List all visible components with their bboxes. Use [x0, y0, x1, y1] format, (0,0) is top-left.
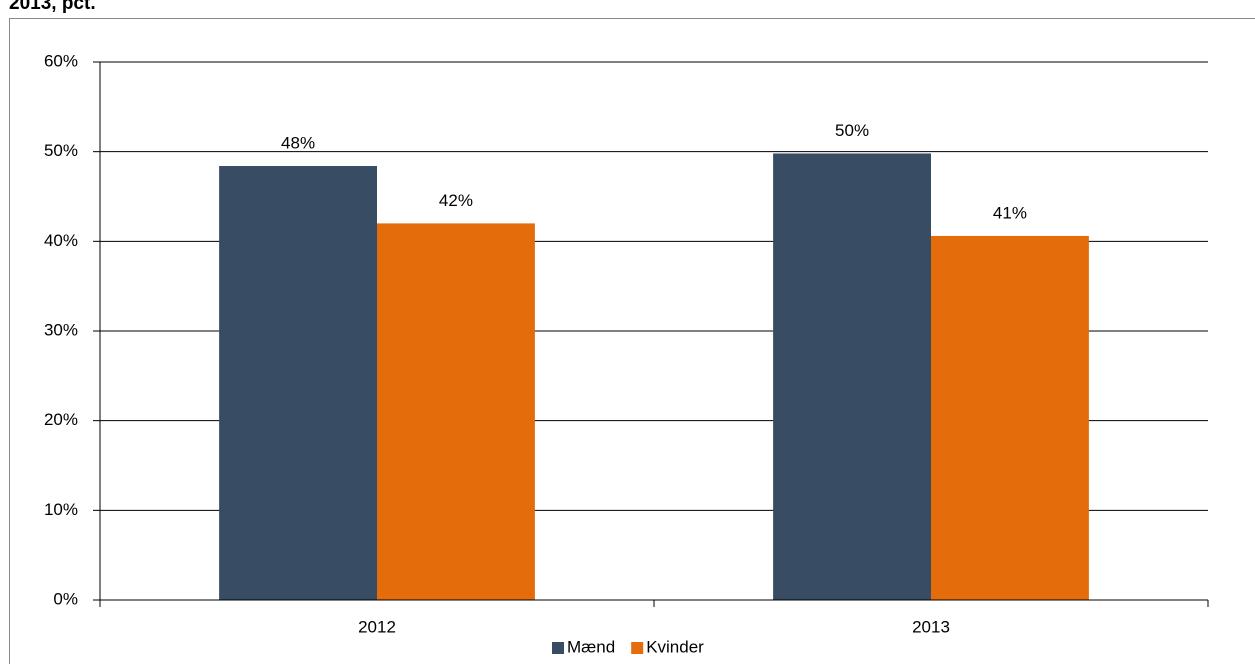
y-tick-label: 30% — [44, 320, 78, 339]
chart-frame — [9, 18, 1255, 664]
legend-label: Mænd — [567, 637, 615, 656]
chart-title: 2013, pct. — [9, 0, 96, 14]
legend-swatch — [631, 642, 644, 654]
bar — [377, 223, 535, 600]
bar — [931, 235, 1089, 600]
bar — [773, 153, 931, 600]
data-label: 48% — [281, 133, 315, 152]
x-tick-label: 2013 — [912, 617, 950, 636]
y-tick-label: 0% — [53, 589, 78, 608]
legend-label: Kvinder — [646, 637, 704, 656]
y-tick-label: 10% — [44, 500, 78, 519]
x-tick-label: 2012 — [358, 617, 396, 636]
y-tick-label: 60% — [44, 51, 78, 70]
bar — [219, 166, 377, 600]
data-label: 41% — [993, 203, 1027, 222]
y-tick-label: 50% — [44, 141, 78, 160]
y-tick-label: 40% — [44, 231, 78, 250]
data-label: 42% — [439, 191, 473, 210]
legend-swatch — [552, 642, 564, 654]
y-tick-label: 20% — [44, 410, 78, 429]
data-label: 50% — [835, 121, 869, 140]
